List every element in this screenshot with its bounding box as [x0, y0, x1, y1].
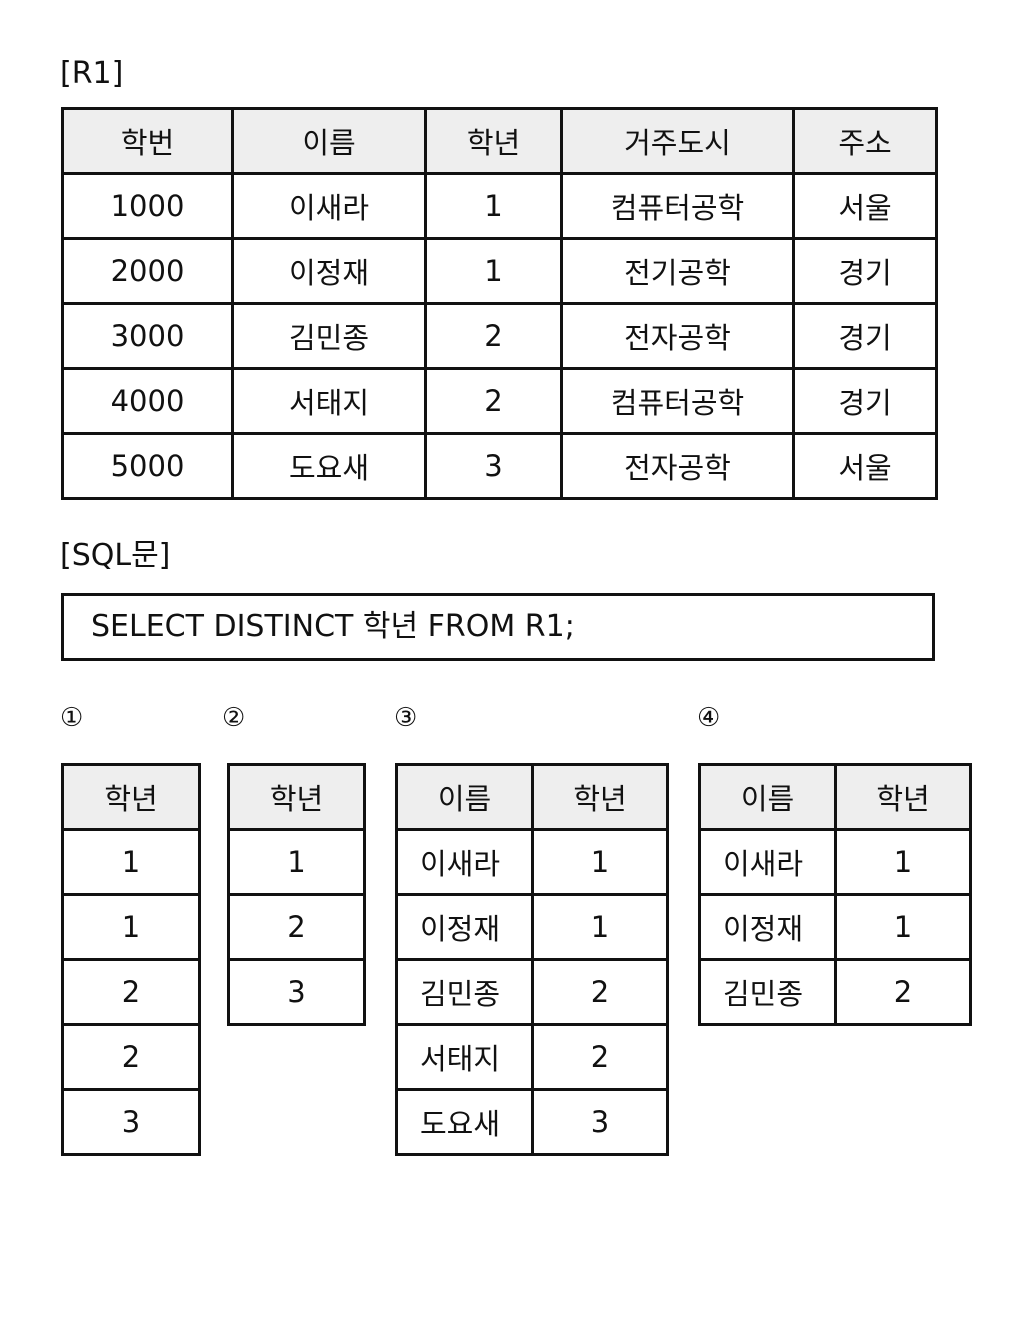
table-row: 김민종 2 [395, 958, 669, 1026]
column-header-name: 이름 [395, 763, 534, 831]
table-cell: 1 [424, 172, 563, 240]
option-marker-1[interactable]: ① [60, 703, 84, 733]
table-cell: 3000 [61, 302, 234, 370]
column-header-student-id: 학번 [61, 107, 234, 175]
table-row: 3 [61, 1088, 201, 1156]
column-header-grade: 학년 [61, 763, 201, 831]
table-cell: 전자공학 [560, 432, 795, 500]
table-header-row: 학년 [227, 763, 366, 831]
table-cell: 경기 [792, 302, 938, 370]
table-cell: 1 [834, 828, 972, 896]
table-cell: 컴퓨터공학 [560, 367, 795, 435]
table-row: 3 [227, 958, 366, 1026]
column-header-grade: 학년 [424, 107, 563, 175]
table-cell: 1 [531, 893, 669, 961]
table-cell: 이새라 [231, 172, 427, 240]
table-cell: 이정재 [231, 237, 427, 305]
r1-label: [R1] [60, 56, 124, 91]
column-header-grade: 학년 [227, 763, 366, 831]
table-cell: 2 [531, 958, 669, 1026]
table-cell: 2 [227, 893, 366, 961]
table-cell: 전기공학 [560, 237, 795, 305]
table-cell: 경기 [792, 367, 938, 435]
table-row: 1000 이새라 1 컴퓨터공학 서울 [61, 172, 938, 240]
table-header-row: 학번 이름 학년 거주도시 주소 [61, 107, 938, 175]
table-row: 2 [61, 958, 201, 1026]
table-cell: 1 [61, 893, 201, 961]
column-header-grade: 학년 [531, 763, 669, 831]
table-row: 2 [227, 893, 366, 961]
table-cell: 2 [834, 958, 972, 1026]
table-cell: 도요새 [231, 432, 427, 500]
table-row: 2 [61, 1023, 201, 1091]
table-cell: 1 [227, 828, 366, 896]
table-cell: 2 [531, 1023, 669, 1091]
table-cell: 2 [424, 302, 563, 370]
table-row: 이새라 1 [395, 828, 669, 896]
table-cell: 이정재 [698, 893, 837, 961]
table-cell: 2000 [61, 237, 234, 305]
column-header-name: 이름 [698, 763, 837, 831]
table-cell: 서태지 [395, 1023, 534, 1091]
sql-statement: SELECT DISTINCT 학년 FROM R1; [91, 609, 575, 644]
table-row: 김민종 2 [698, 958, 972, 1026]
column-header-name: 이름 [231, 107, 427, 175]
table-row: 1 [227, 828, 366, 896]
table-row: 도요새 3 [395, 1088, 669, 1156]
table-header-row: 학년 [61, 763, 201, 831]
sql-statement-box: SELECT DISTINCT 학년 FROM R1; [61, 593, 935, 661]
option-marker-3[interactable]: ③ [394, 703, 418, 733]
table-row: 2000 이정재 1 전기공학 경기 [61, 237, 938, 305]
option-marker-2[interactable]: ② [222, 703, 246, 733]
table-cell: 4000 [61, 367, 234, 435]
column-header-grade: 학년 [834, 763, 972, 831]
table-row: 4000 서태지 2 컴퓨터공학 경기 [61, 367, 938, 435]
column-header-address: 주소 [792, 107, 938, 175]
table-row: 1 [61, 893, 201, 961]
table-cell: 김민종 [698, 958, 837, 1026]
r1-table: 학번 이름 학년 거주도시 주소 1000 이새라 1 컴퓨터공학 서울 200… [61, 107, 938, 500]
table-cell: 경기 [792, 237, 938, 305]
option-2-table: 학년 1 2 3 [227, 763, 366, 1026]
table-cell: 이새라 [698, 828, 837, 896]
option-3-table: 이름 학년 이새라 1 이정재 1 김민종 2 서태지 2 도요새 3 [395, 763, 669, 1156]
column-header-city: 거주도시 [560, 107, 795, 175]
table-cell: 전자공학 [560, 302, 795, 370]
table-header-row: 이름 학년 [698, 763, 972, 831]
table-row: 이새라 1 [698, 828, 972, 896]
table-cell: 이정재 [395, 893, 534, 961]
table-row: 서태지 2 [395, 1023, 669, 1091]
table-cell: 1 [834, 893, 972, 961]
table-cell: 서울 [792, 172, 938, 240]
table-cell: 컴퓨터공학 [560, 172, 795, 240]
table-cell: 서울 [792, 432, 938, 500]
table-cell: 1000 [61, 172, 234, 240]
option-1-table: 학년 1 1 2 2 3 [61, 763, 201, 1156]
table-cell: 5000 [61, 432, 234, 500]
table-cell: 도요새 [395, 1088, 534, 1156]
table-row: 3000 김민종 2 전자공학 경기 [61, 302, 938, 370]
table-row: 이정재 1 [698, 893, 972, 961]
table-cell: 김민종 [231, 302, 427, 370]
table-cell: 김민종 [395, 958, 534, 1026]
table-row: 1 [61, 828, 201, 896]
table-row: 이정재 1 [395, 893, 669, 961]
table-cell: 1 [424, 237, 563, 305]
table-cell: 1 [531, 828, 669, 896]
table-cell: 3 [227, 958, 366, 1026]
table-cell: 이새라 [395, 828, 534, 896]
table-header-row: 이름 학년 [395, 763, 669, 831]
table-row: 5000 도요새 3 전자공학 서울 [61, 432, 938, 500]
option-4-table: 이름 학년 이새라 1 이정재 1 김민종 2 [698, 763, 972, 1026]
table-cell: 3 [531, 1088, 669, 1156]
table-cell: 3 [61, 1088, 201, 1156]
table-cell: 3 [424, 432, 563, 500]
table-cell: 1 [61, 828, 201, 896]
sql-label: [SQL문] [60, 538, 171, 573]
table-cell: 2 [61, 958, 201, 1026]
table-cell: 2 [424, 367, 563, 435]
option-marker-4[interactable]: ④ [697, 703, 721, 733]
table-cell: 2 [61, 1023, 201, 1091]
table-cell: 서태지 [231, 367, 427, 435]
